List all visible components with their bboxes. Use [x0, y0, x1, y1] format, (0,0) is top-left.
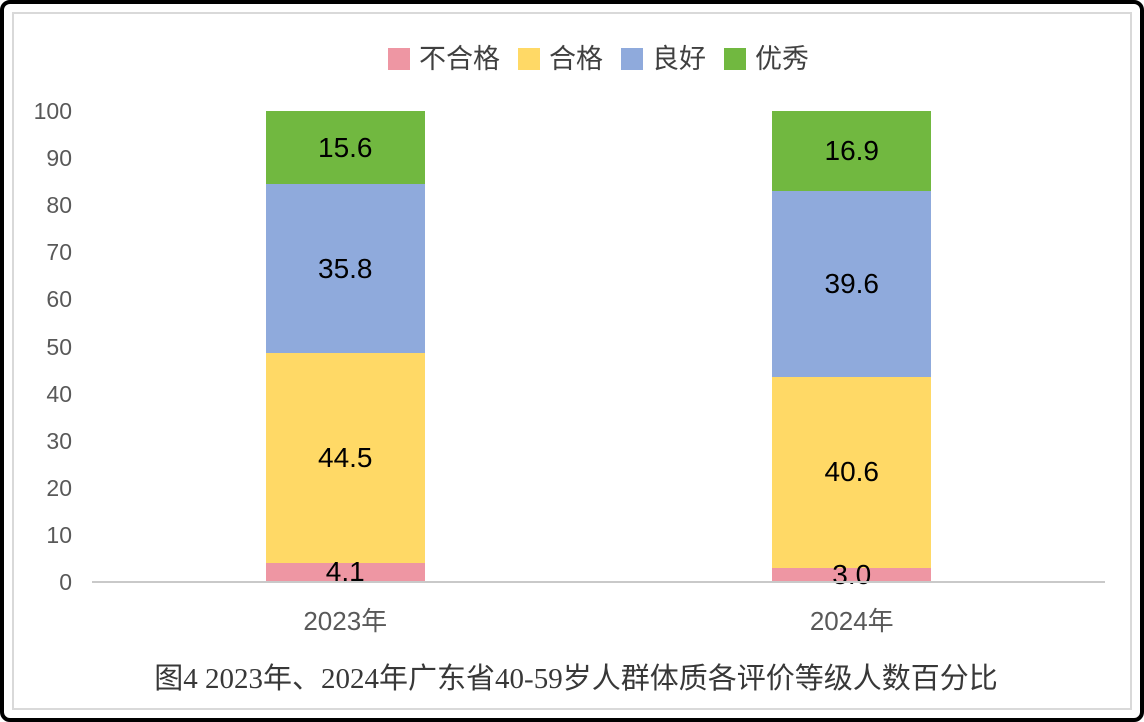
y-tick-label: 60 — [46, 286, 72, 313]
legend-swatch-icon — [724, 48, 746, 70]
data-label: 35.8 — [318, 252, 373, 284]
legend-item: 合格 — [518, 43, 603, 74]
data-label: 44.5 — [318, 441, 373, 473]
y-tick-label: 90 — [46, 145, 72, 172]
legend-label: 不合格 — [419, 43, 500, 74]
x-category-label: 2024年 — [809, 606, 894, 636]
y-tick-label: 40 — [46, 380, 72, 407]
legend-swatch-icon — [518, 48, 540, 70]
y-tick-label: 10 — [46, 521, 72, 548]
data-label: 3.0 — [832, 558, 872, 590]
y-tick-label: 20 — [46, 474, 72, 501]
bar-segment-合格: 44.5 — [265, 353, 425, 563]
legend-label: 合格 — [549, 43, 603, 74]
y-tick-label: 30 — [46, 427, 72, 454]
stacked-bar-2024年: 16.9 39.6 40.6 3.0 — [772, 111, 932, 588]
chart-border — [12, 12, 1132, 710]
bar-segment-不合格: 3.0 — [772, 560, 932, 588]
y-tick-label: 50 — [46, 333, 72, 360]
x-axis-line — [92, 581, 1105, 583]
data-label: 40.6 — [824, 456, 880, 488]
legend-item: 优秀 — [724, 43, 809, 74]
legend-item: 不合格 — [388, 43, 500, 74]
bar-segment-优秀: 15.6 — [265, 111, 425, 185]
legend-label: 良好 — [652, 43, 706, 74]
bar-segment-良好: 39.6 — [772, 190, 932, 377]
legend-swatch-icon — [621, 48, 643, 70]
x-category-label: 2023年 — [303, 606, 388, 636]
bar-segment-不合格: 4.1 — [265, 558, 425, 586]
legend-item: 良好 — [621, 43, 706, 74]
y-tick-label: 100 — [33, 98, 72, 124]
data-label: 16.9 — [824, 134, 880, 166]
legend-label: 优秀 — [755, 43, 809, 74]
y-tick-label: 0 — [59, 569, 72, 595]
y-tick-label: 80 — [46, 192, 72, 219]
bar-segment-合格: 40.6 — [772, 376, 932, 568]
data-label: 39.6 — [824, 267, 880, 299]
y-tick-label: 70 — [46, 239, 72, 266]
chart-title: 图4 2023年、2024年广东省40-59岁人群体质各评价等级人数百分比 — [154, 663, 998, 695]
stacked-bar-2023年: 15.6 35.8 44.5 4.1 — [265, 111, 425, 586]
bar-segment-良好: 35.8 — [265, 184, 425, 354]
legend: 不合格 合格 良好 优秀 — [92, 44, 1105, 74]
bar-segment-优秀: 16.9 — [772, 111, 932, 191]
data-label: 15.6 — [318, 131, 373, 163]
legend-swatch-icon — [388, 48, 410, 70]
